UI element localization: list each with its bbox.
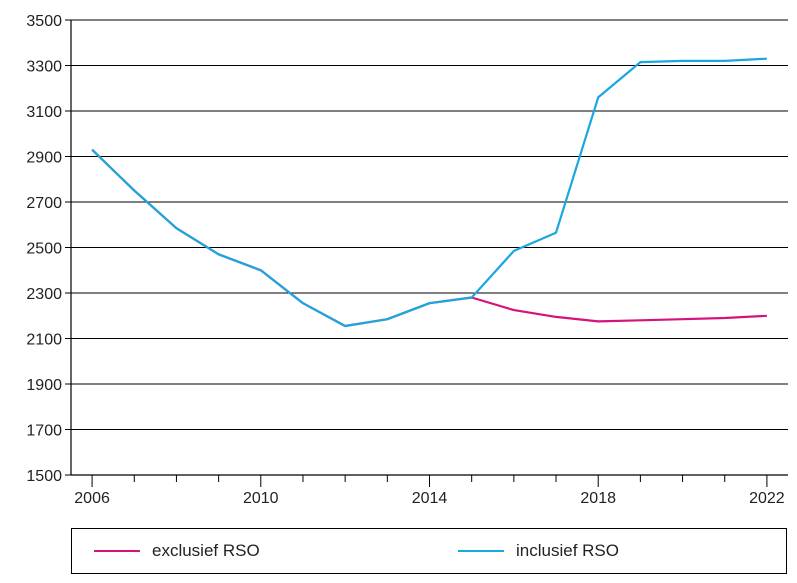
legend-swatch-exclusief <box>94 550 140 552</box>
y-tick-label-2900: 2900 <box>26 150 62 167</box>
y-tick-label-2300: 2300 <box>26 286 62 303</box>
legend-label-inclusief: inclusief RSO <box>516 541 619 560</box>
legend-item-exclusief: exclusief RSO <box>94 529 260 573</box>
legend-swatch-inclusief <box>458 550 504 552</box>
legend: exclusief RSO inclusief RSO <box>71 528 787 574</box>
y-tick-label-2500: 2500 <box>26 241 62 258</box>
x-tick-label-2010: 2010 <box>243 490 279 507</box>
x-tick-label-2022: 2022 <box>749 490 785 507</box>
y-tick-label-2700: 2700 <box>26 195 62 212</box>
y-tick-label-1500: 1500 <box>26 468 62 485</box>
legend-label-exclusief: exclusief RSO <box>152 541 260 560</box>
x-tick-label-2018: 2018 <box>580 490 616 507</box>
y-tick-label-2100: 2100 <box>26 332 62 349</box>
x-tick-label-2006: 2006 <box>74 490 110 507</box>
grid-lines <box>71 19 788 476</box>
series-line-inclusief <box>91 57 767 328</box>
legend-item-inclusief: inclusief RSO <box>458 529 619 573</box>
line-chart: 1500 1700 1900 2100 2300 2500 2700 2900 3100 3300… <box>26 13 788 507</box>
y-tick-label-1900: 1900 <box>26 377 62 394</box>
y-tick-label-3300: 3300 <box>26 59 62 76</box>
series-lines <box>91 57 767 328</box>
y-axis-ticks: 1500 1700 1900 2100 2300 2500 2700 2900 3100 3300… <box>26 13 71 485</box>
y-tick-label-3500: 3500 <box>26 13 62 30</box>
x-axis-ticks: 2006 2010 2014 2018 2022 <box>74 475 785 507</box>
y-tick-label-3100: 3100 <box>26 104 62 121</box>
x-tick-label-2014: 2014 <box>412 490 448 507</box>
y-tick-label-1700: 1700 <box>26 423 62 440</box>
